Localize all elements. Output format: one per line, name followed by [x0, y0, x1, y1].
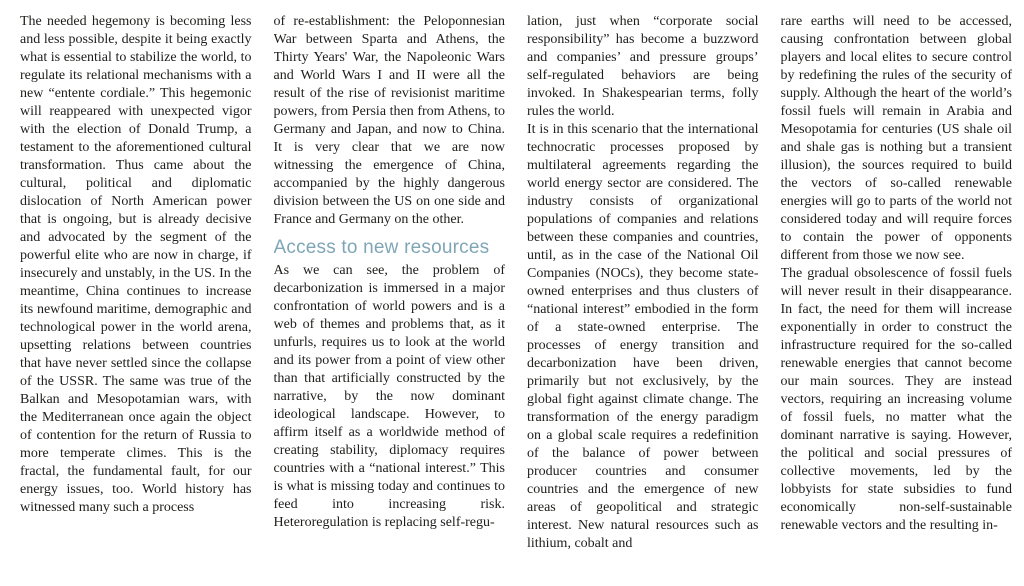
section-heading: Access to new resources	[273, 237, 490, 258]
paragraph: As we can see, the problem of decarboniz…	[273, 263, 506, 530]
text-column-2: of re-establishment: the Peloponnesian W…	[274, 13, 506, 586]
text-column-3: lation, just when “corporate social resp…	[527, 13, 759, 586]
paragraph: The gradual obsolescence of fossil fuels…	[780, 266, 1013, 533]
paragraph: The needed hegemony is becoming less and…	[20, 14, 252, 515]
paragraph: It is in this scenario that the internat…	[527, 122, 759, 551]
paragraph: lation, just when “corporate social resp…	[527, 14, 759, 119]
paragraph: rare earths will need to be accessed, ca…	[780, 14, 1013, 263]
text-column-1: The needed hegemony is becoming less and…	[20, 13, 252, 586]
text-column-4: rare earths will need to be accessed, ca…	[781, 13, 1013, 586]
paragraph: of re-establishment: the Peloponnesian W…	[273, 14, 506, 227]
